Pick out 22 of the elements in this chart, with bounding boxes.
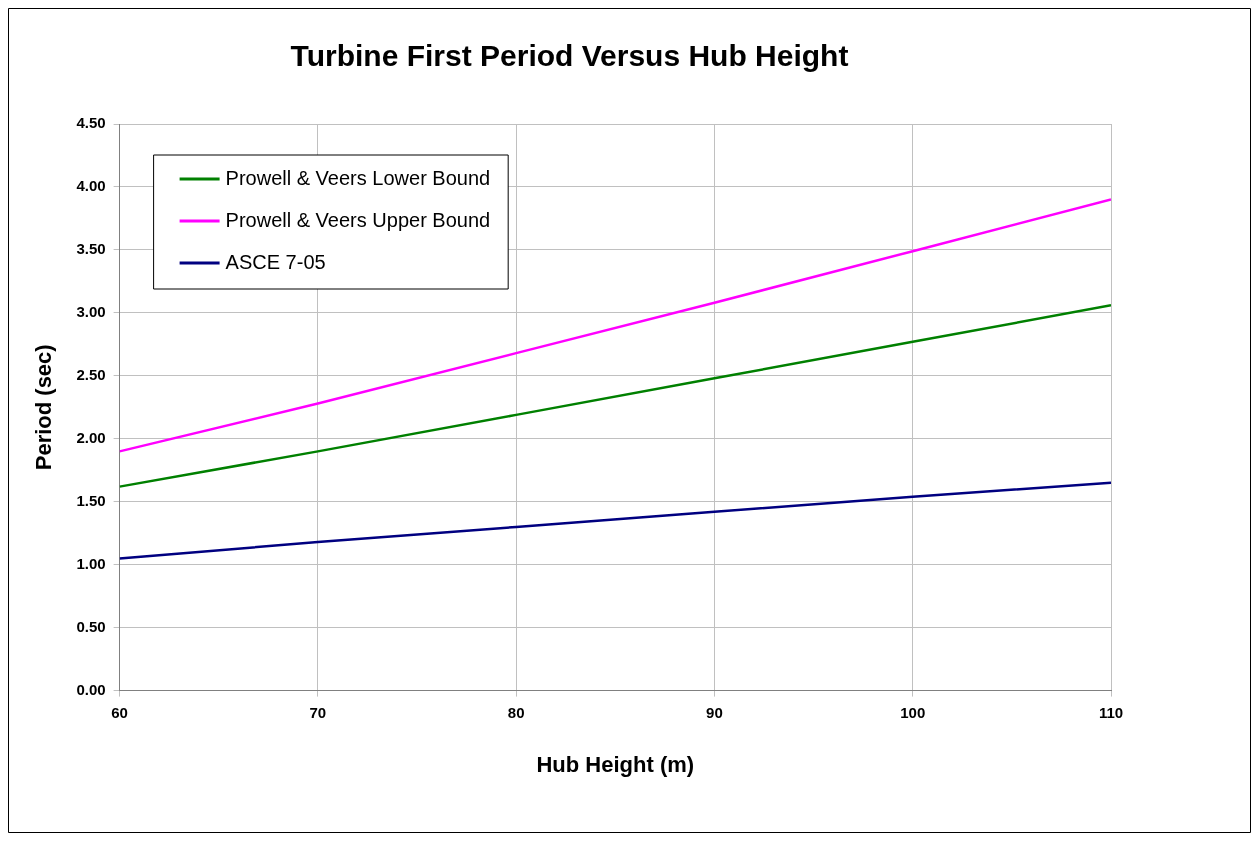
legend-label: Prowell & Veers Lower Bound bbox=[225, 166, 491, 189]
x-tick-label: 110 bbox=[1098, 703, 1124, 721]
y-tick-label: 0.50 bbox=[76, 617, 106, 635]
legend-label: Prowell & Veers Upper Bound bbox=[225, 208, 491, 231]
x-tick-label: 60 bbox=[111, 703, 128, 721]
y-tick-label: 3.50 bbox=[76, 240, 106, 258]
y-tick-label: 1.50 bbox=[76, 491, 106, 509]
y-tick-label: 2.50 bbox=[76, 365, 106, 383]
chart-title: Turbine First Period Versus Hub Height bbox=[290, 39, 849, 73]
legend-label: ASCE 7-05 bbox=[225, 250, 326, 273]
y-tick-label: 1.00 bbox=[76, 554, 106, 572]
y-tick-label: 2.00 bbox=[76, 428, 106, 446]
y-axis-title: Period (sec) bbox=[31, 344, 57, 471]
y-tick-label: 0.00 bbox=[76, 680, 106, 698]
x-tick-label: 80 bbox=[507, 703, 525, 721]
x-tick-label: 100 bbox=[900, 703, 926, 721]
x-tick-label: 70 bbox=[309, 703, 327, 721]
x-tick-label: 90 bbox=[706, 703, 723, 721]
y-tick-label: 4.00 bbox=[76, 177, 106, 195]
y-tick-label: 3.00 bbox=[76, 303, 106, 321]
x-axis-title: Hub Height (m) bbox=[536, 751, 695, 777]
y-tick-label: 4.50 bbox=[76, 114, 106, 132]
